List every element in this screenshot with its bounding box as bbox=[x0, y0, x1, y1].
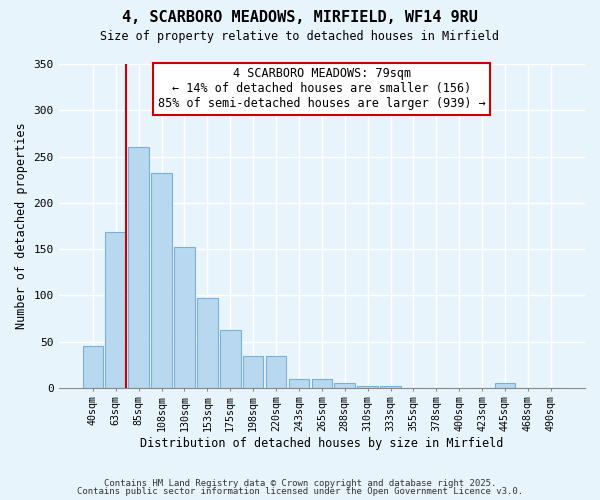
Bar bbox=[289, 378, 309, 388]
X-axis label: Distribution of detached houses by size in Mirfield: Distribution of detached houses by size … bbox=[140, 437, 503, 450]
Bar bbox=[83, 346, 103, 388]
Bar bbox=[334, 383, 355, 388]
Bar bbox=[151, 173, 172, 388]
Bar bbox=[106, 232, 126, 388]
Text: Contains HM Land Registry data © Crown copyright and database right 2025.: Contains HM Land Registry data © Crown c… bbox=[104, 478, 496, 488]
Text: 4 SCARBORO MEADOWS: 79sqm
← 14% of detached houses are smaller (156)
85% of semi: 4 SCARBORO MEADOWS: 79sqm ← 14% of detac… bbox=[158, 67, 486, 110]
Bar bbox=[380, 386, 401, 388]
Bar bbox=[243, 356, 263, 388]
Text: Size of property relative to detached houses in Mirfield: Size of property relative to detached ho… bbox=[101, 30, 499, 43]
Bar bbox=[197, 298, 218, 388]
Bar bbox=[358, 386, 378, 388]
Bar bbox=[311, 378, 332, 388]
Text: 4, SCARBORO MEADOWS, MIRFIELD, WF14 9RU: 4, SCARBORO MEADOWS, MIRFIELD, WF14 9RU bbox=[122, 10, 478, 25]
Bar bbox=[174, 247, 195, 388]
Text: Contains public sector information licensed under the Open Government Licence v3: Contains public sector information licen… bbox=[77, 487, 523, 496]
Bar bbox=[128, 148, 149, 388]
Bar bbox=[220, 330, 241, 388]
Y-axis label: Number of detached properties: Number of detached properties bbox=[15, 122, 28, 329]
Bar bbox=[494, 383, 515, 388]
Bar bbox=[266, 356, 286, 388]
